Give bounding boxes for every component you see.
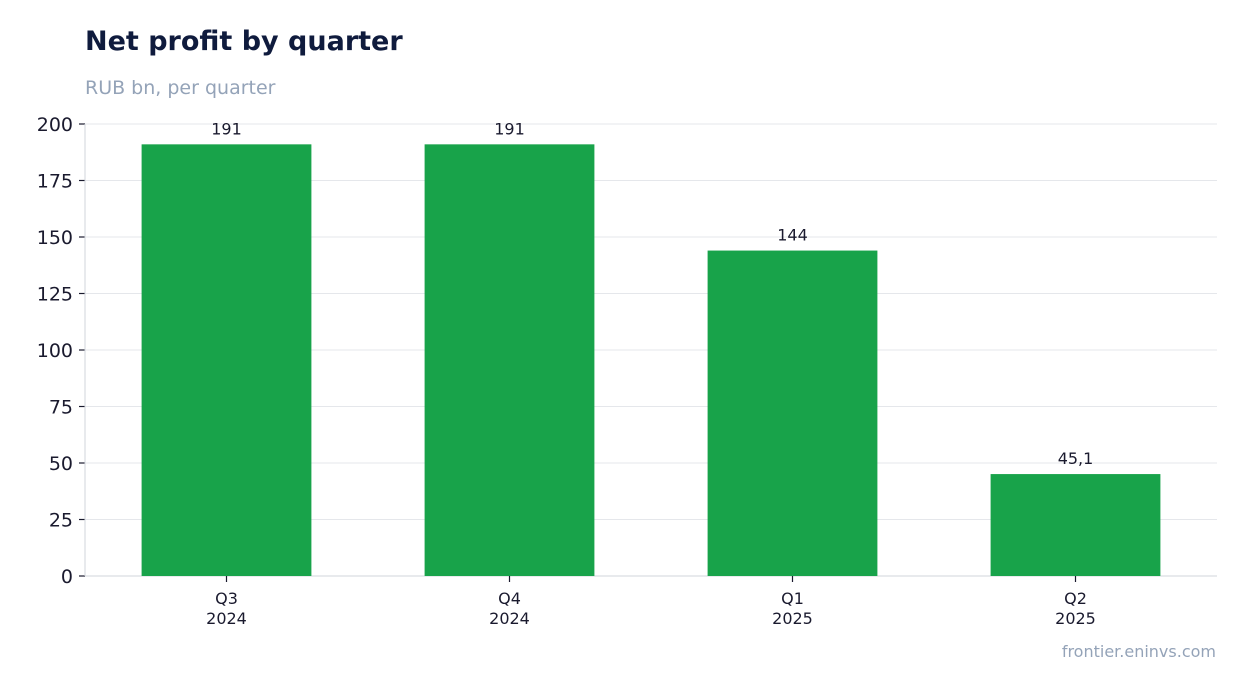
x-tick-label: 2025	[1055, 609, 1096, 628]
bar	[707, 250, 878, 576]
y-tick-label: 150	[37, 227, 73, 249]
y-tick-label: 50	[49, 453, 73, 475]
source-credit: frontier.eninvs.com	[1061, 642, 1216, 661]
chart-subtitle: RUB bn, per quarter	[85, 77, 276, 99]
y-tick-label: 200	[37, 114, 73, 136]
bar	[990, 474, 1161, 576]
bar-value-label: 45,1	[1058, 449, 1094, 468]
x-tick-label: Q3	[215, 589, 238, 608]
bar-value-label: 191	[211, 119, 242, 138]
y-tick-label: 0	[61, 566, 73, 588]
y-tick-label: 25	[49, 510, 73, 532]
x-tick-label: 2024	[206, 609, 247, 628]
bars	[141, 144, 1161, 576]
bar	[141, 144, 312, 576]
y-tick-label: 125	[37, 284, 73, 306]
y-tick-label: 75	[49, 397, 73, 419]
bar-value-label: 191	[494, 119, 525, 138]
x-tick-label: Q2	[1064, 589, 1087, 608]
y-tick-label: 100	[37, 340, 73, 362]
x-tick-label: Q1	[781, 589, 804, 608]
y-tick-label: 175	[37, 171, 73, 193]
x-tick-label: 2025	[772, 609, 813, 628]
x-tick-label: 2024	[489, 609, 530, 628]
bar	[424, 144, 595, 576]
chart-title: Net profit by quarter	[85, 26, 403, 57]
x-tick-label: Q4	[498, 589, 521, 608]
bar-value-label: 144	[777, 226, 808, 245]
